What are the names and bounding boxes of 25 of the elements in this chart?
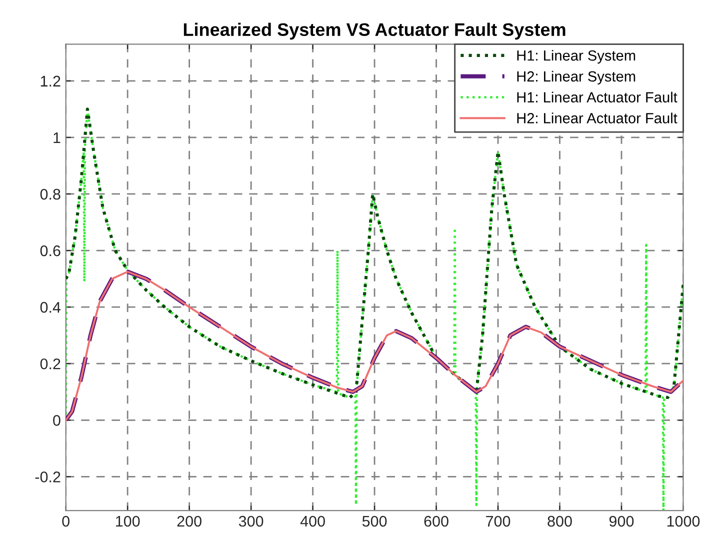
legend-label: H2: Linear Actuator Fault [517,112,678,124]
y-tick-label: 1 [54,132,60,143]
y-tick-label: 0.2 [40,358,60,370]
line-series [66,108,684,400]
chart-title: Linearized System VS Actuator Fault System [184,22,566,40]
x-tick-label: 500 [362,516,387,527]
y-tick-label: 0.6 [40,245,60,256]
x-tick-label: 0 [62,516,70,527]
legend-label: H1: Linear Actuator Fault [517,92,678,102]
y-tick-label: 0 [53,415,60,426]
legend-label: H1: Linear System [517,50,636,64]
x-tick-label: 100 [116,516,140,527]
x-tick-label: 1000 [667,516,700,527]
legend-label: H2: Linear System [517,70,636,84]
x-tick-label: 600 [424,516,448,527]
y-tick-label: 0.4 [40,302,61,313]
y-tick-label: 0.8 [40,188,60,200]
y-tick-label: -0.2 [35,472,60,482]
x-tick-label: 900 [609,516,634,527]
x-tick-label: 800 [548,516,572,527]
x-tick-label: 400 [300,516,325,527]
x-tick-label: 700 [486,516,510,527]
x-tick-label: 200 [177,516,202,527]
y-tick-label: 1.2 [40,76,60,86]
x-tick-label: 300 [238,516,264,527]
